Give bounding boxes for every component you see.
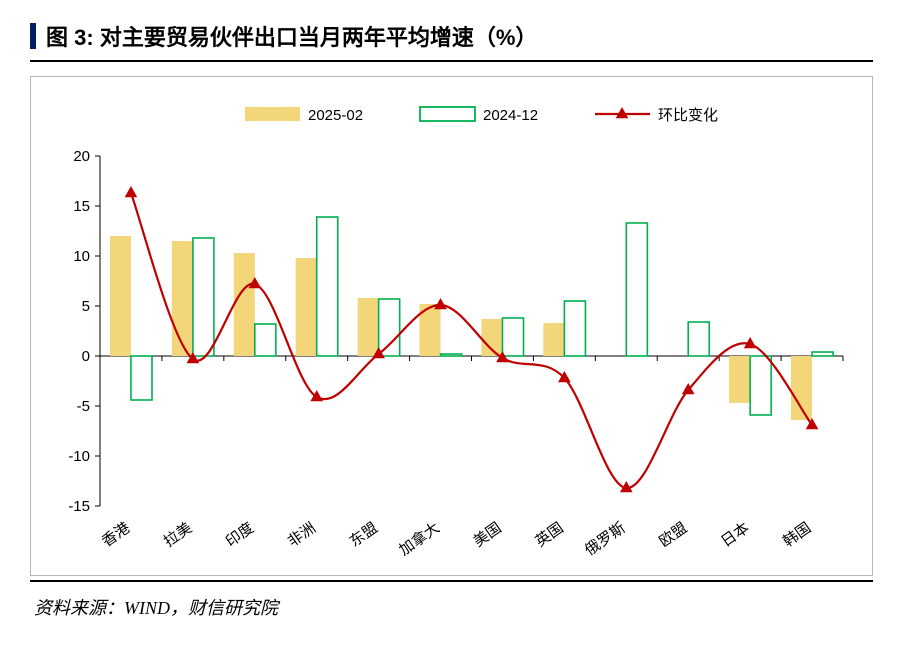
bar-2025-02 xyxy=(296,258,317,356)
chart-legend: 2025-02 2024-12 环比变化 xyxy=(245,107,718,124)
chart-container: 2025-02 2024-12 环比变化 -15 -10 -5 0 5 10 15 20 香港拉美印度… xyxy=(30,76,873,576)
bar-2024-12 xyxy=(688,322,709,356)
category-label: 印度 xyxy=(223,519,257,550)
svg-text:10: 10 xyxy=(73,248,90,265)
bar-2024-12 xyxy=(812,352,833,356)
chart-svg: 2025-02 2024-12 环比变化 -15 -10 -5 0 5 10 15 20 香港拉美印度… xyxy=(30,76,873,576)
bar-2025-02 xyxy=(543,323,564,356)
svg-text:2024-12: 2024-12 xyxy=(483,107,538,124)
bar-2025-02 xyxy=(234,253,255,356)
bar-2024-12 xyxy=(626,223,647,356)
category-label: 日本 xyxy=(718,519,752,550)
category-label: 东盟 xyxy=(347,519,381,550)
bar-2025-02 xyxy=(729,356,750,403)
bar-2024-12 xyxy=(441,354,462,356)
svg-text:环比变化: 环比变化 xyxy=(658,107,718,124)
svg-text:2025-02: 2025-02 xyxy=(308,107,363,124)
line-marker xyxy=(434,298,447,309)
source-caption: 资料来源：WIND，财信研究院 xyxy=(30,594,873,620)
bar-2024-12 xyxy=(564,301,585,356)
category-label: 加拿大 xyxy=(396,519,443,560)
title-prefix: 图 3: xyxy=(46,25,94,50)
svg-text:0: 0 xyxy=(82,348,90,365)
line-marker xyxy=(125,186,138,197)
bar-2024-12 xyxy=(131,356,152,400)
chart-title: 图 3: 对主要贸易伙伴出口当月两年平均增速（%） xyxy=(46,20,537,52)
category-label: 欧盟 xyxy=(656,519,690,550)
svg-text:-15: -15 xyxy=(68,498,90,515)
svg-text:15: 15 xyxy=(73,198,90,215)
category-label: 香港 xyxy=(99,519,133,550)
bar-2024-12 xyxy=(193,238,214,356)
title-accent-bar xyxy=(30,23,36,49)
category-label: 非洲 xyxy=(285,519,319,550)
category-label: 韩国 xyxy=(780,519,814,550)
bar-2024-12 xyxy=(750,356,771,415)
svg-text:-5: -5 xyxy=(77,398,90,415)
category-label: 俄罗斯 xyxy=(582,519,629,559)
category-label: 英国 xyxy=(532,519,567,551)
bar-2024-12 xyxy=(317,217,338,356)
chart-bottom-rule xyxy=(30,580,873,582)
category-label: 美国 xyxy=(470,519,504,550)
bar-2025-02 xyxy=(358,298,379,356)
bar-2024-12 xyxy=(502,318,523,356)
svg-text:5: 5 xyxy=(82,298,90,315)
svg-text:-10: -10 xyxy=(68,448,90,465)
bar-2025-02 xyxy=(110,236,131,356)
svg-text:20: 20 xyxy=(73,148,90,165)
chart-title-row: 图 3: 对主要贸易伙伴出口当月两年平均增速（%） xyxy=(30,20,873,62)
bar-2025-02 xyxy=(172,241,193,356)
bar-2024-12 xyxy=(255,324,276,356)
bar-2024-12 xyxy=(379,299,400,356)
category-label: 拉美 xyxy=(161,519,195,550)
title-main: 对主要贸易伙伴出口当月两年平均增速（%） xyxy=(100,25,538,50)
